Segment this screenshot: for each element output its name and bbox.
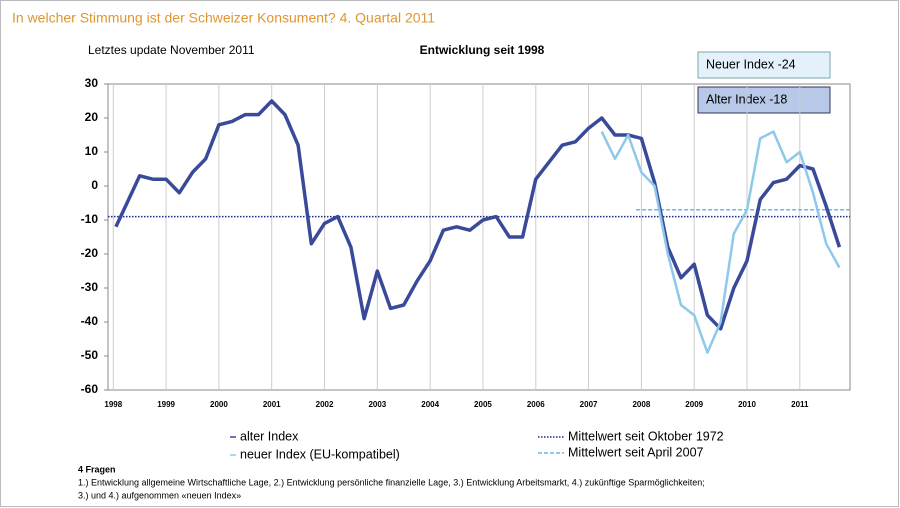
x-tick-label: 2002 bbox=[316, 400, 334, 409]
line bbox=[114, 99, 842, 331]
plot-area bbox=[107, 83, 851, 391]
legend-label: Mittelwert seit Oktober 1972 bbox=[568, 429, 724, 443]
line bbox=[600, 130, 841, 354]
y-tick-label: 10 bbox=[85, 144, 99, 158]
subtitle: Letztes update November 2011 bbox=[88, 43, 255, 57]
legend-label: alter Index bbox=[240, 429, 299, 443]
footnote-heading: 4 Fragen bbox=[78, 464, 116, 474]
y-tick-label: -40 bbox=[81, 314, 99, 328]
x-tick-label: 2004 bbox=[421, 400, 439, 409]
y-tick-label: -10 bbox=[81, 212, 99, 226]
x-tick-label: 2010 bbox=[738, 400, 756, 409]
x-tick-label: 1999 bbox=[157, 400, 175, 409]
x-tick-label: 2009 bbox=[685, 400, 703, 409]
x-tick-label: 2008 bbox=[632, 400, 650, 409]
y-tick-label: -20 bbox=[81, 246, 99, 260]
legend-label: Mittelwert seit April 2007 bbox=[568, 445, 704, 459]
footnote-line: 3.) und 4.) aufgenommen «neuen Index» bbox=[78, 490, 241, 500]
annotation-box bbox=[697, 86, 831, 114]
y-tick-label: -60 bbox=[81, 382, 99, 396]
annotation: Neuer Index -24 bbox=[706, 57, 796, 71]
y-tick-label: 20 bbox=[85, 110, 99, 124]
y-tick-label: -30 bbox=[81, 280, 99, 294]
y-tick-label: -50 bbox=[81, 348, 99, 362]
x-tick-label: 2003 bbox=[368, 400, 386, 409]
x-tick-label: 2001 bbox=[263, 400, 281, 409]
x-tick-label: 2007 bbox=[580, 400, 598, 409]
x-tick-label: 2000 bbox=[210, 400, 228, 409]
x-tick-label: 2006 bbox=[527, 400, 545, 409]
legend-label: neuer Index (EU-kompatibel) bbox=[240, 447, 400, 461]
footnote-line: 1.) Entwicklung allgemeine Wirtschaftlic… bbox=[78, 477, 705, 487]
x-tick-label: 1998 bbox=[104, 400, 122, 409]
y-tick-label: 0 bbox=[91, 178, 98, 192]
annotation-box bbox=[697, 51, 831, 79]
x-tick-label: 2011 bbox=[791, 400, 809, 409]
y-tick-label: 30 bbox=[85, 76, 99, 90]
chart-title: In welcher Stimmung ist der Schweizer Ko… bbox=[12, 10, 435, 26]
x-tick-label: 2005 bbox=[474, 400, 492, 409]
subtitle: Entwicklung seit 1998 bbox=[420, 43, 545, 57]
